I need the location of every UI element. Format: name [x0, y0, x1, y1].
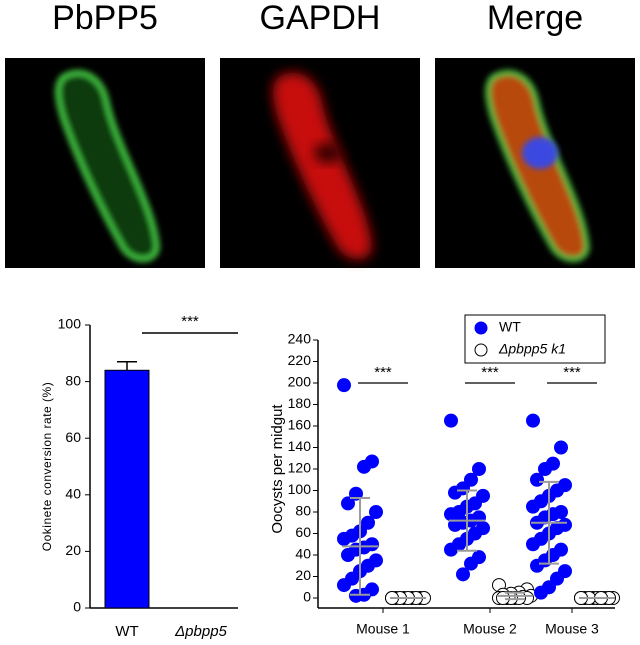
legend-marker — [474, 321, 488, 335]
data-point — [349, 486, 363, 501]
data-point — [448, 517, 462, 532]
data-point — [530, 558, 544, 573]
data-point — [472, 462, 486, 476]
y-tick-label: 80 — [65, 372, 81, 388]
y-tick-label: 60 — [295, 524, 311, 540]
data-point — [464, 556, 478, 571]
y-tick-label: 0 — [303, 589, 311, 605]
data-point — [357, 459, 371, 474]
legend-marker — [474, 343, 488, 357]
panel-gapdh — [220, 58, 420, 268]
y-axis-label: Ookinete conversion rate (%) — [40, 382, 54, 551]
data-point — [341, 496, 355, 511]
y-tick-label: 200 — [288, 374, 312, 390]
y-tick-label: 180 — [288, 395, 312, 411]
data-point — [530, 472, 544, 487]
data-point — [444, 413, 458, 428]
y-axis-label: Oocysts per midgut — [269, 404, 286, 534]
x-tick-label: Δpbpp5 — [174, 623, 227, 640]
significance-label: *** — [374, 364, 392, 381]
data-point — [464, 472, 478, 487]
y-tick-label: 100 — [288, 481, 312, 497]
data-point — [526, 537, 540, 552]
data-point — [538, 462, 552, 476]
panel-merge — [435, 58, 635, 268]
y-tick-label: 60 — [65, 429, 81, 445]
data-point — [341, 548, 355, 562]
y-tick-label: 100 — [58, 316, 82, 332]
data-point — [361, 515, 375, 530]
bar — [104, 369, 150, 609]
data-point — [526, 499, 540, 514]
significance-label: *** — [181, 313, 199, 330]
y-tick-label: 160 — [288, 417, 312, 433]
y-tick-label: 0 — [73, 599, 81, 615]
panel-title: Merge — [487, 0, 583, 37]
data-point — [496, 591, 510, 605]
legend-label: Δpbpp5 k1 — [498, 341, 566, 357]
x-tick-label: Mouse 1 — [356, 621, 410, 637]
legend-label: WT — [499, 319, 521, 335]
legend-box — [464, 314, 606, 364]
y-tick-label: 20 — [295, 567, 311, 583]
panel-title: GAPDH — [260, 0, 381, 37]
data-point — [534, 585, 548, 600]
significance-label: *** — [563, 364, 581, 381]
x-tick-label: Mouse 2 — [463, 621, 517, 637]
y-tick-label: 220 — [288, 352, 312, 368]
data-point — [369, 505, 383, 519]
data-point — [456, 567, 470, 582]
image-panels — [5, 58, 635, 268]
panel-pbpp5 — [5, 58, 205, 268]
data-point — [337, 578, 351, 593]
data-point — [444, 542, 458, 557]
data-point — [526, 413, 540, 428]
y-tick-label: 120 — [288, 460, 312, 476]
data-point — [554, 440, 568, 455]
panel-title: PbPP5 — [52, 0, 158, 37]
data-point — [550, 571, 564, 586]
x-tick-label: WT — [115, 623, 138, 640]
y-tick-label: 40 — [295, 546, 311, 562]
data-point — [337, 531, 351, 546]
y-tick-label: 140 — [288, 438, 312, 454]
significance-label: *** — [481, 364, 499, 381]
x-tick-label: Mouse 3 — [545, 621, 599, 637]
y-tick-label: 80 — [295, 503, 311, 519]
data-point — [448, 485, 462, 500]
y-tick-label: 40 — [65, 486, 81, 502]
y-tick-label: 240 — [288, 331, 312, 347]
y-tick-label: 20 — [65, 542, 81, 558]
data-point — [337, 378, 351, 393]
